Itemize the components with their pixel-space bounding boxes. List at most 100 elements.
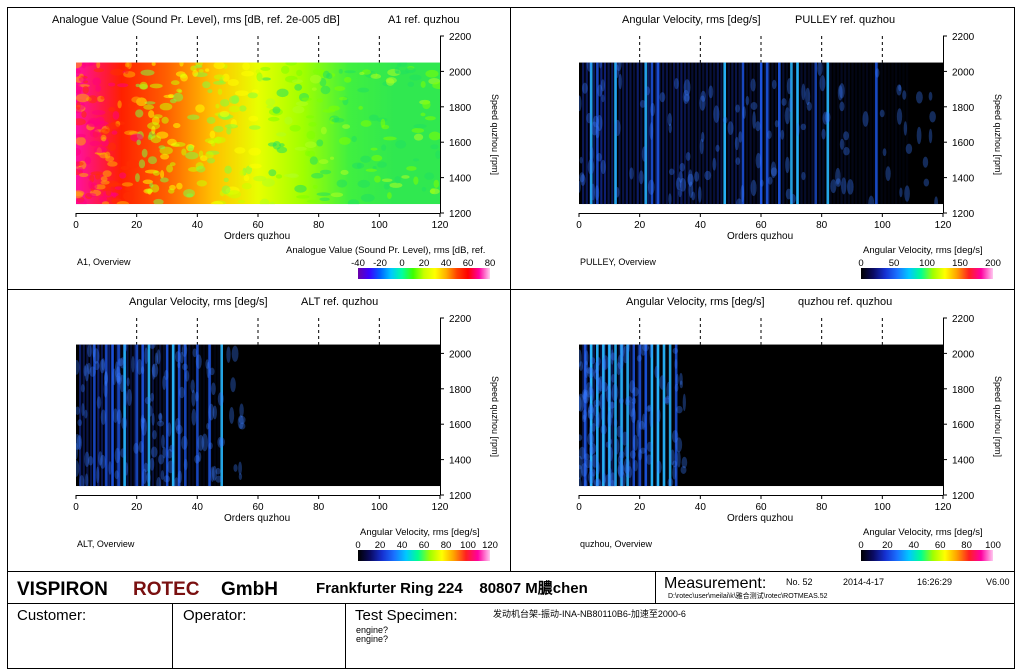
heatmap-cell [81, 62, 86, 69]
heatmap-cell [902, 90, 907, 100]
heatmap-cell [829, 62, 832, 205]
company-gmbh: GmbH [221, 579, 278, 600]
heatmap-cell [108, 182, 122, 187]
heatmap-cell [253, 175, 267, 182]
heatmap-cell [640, 62, 643, 205]
order-line [196, 344, 199, 487]
heatmap-cell [745, 95, 750, 106]
heatmap-cell [647, 344, 650, 487]
order-line [135, 344, 139, 487]
heatmap-cell [610, 349, 614, 365]
heatmap-cell [140, 366, 145, 375]
colorbar-tick-label: 80 [961, 540, 972, 551]
heatmap-cell [160, 153, 170, 160]
company-rotec: ROTEC [133, 579, 200, 600]
heatmap-cell [175, 424, 183, 435]
heatmap-cell [319, 169, 332, 175]
heatmap-cell [609, 472, 616, 487]
heatmap-cell [309, 74, 322, 84]
heatmap-cell [212, 405, 218, 420]
heatmap-cell [181, 148, 187, 156]
heatmap-cell [836, 62, 840, 205]
heatmap-cell [269, 201, 276, 205]
colorbar-tick-label: 40 [397, 540, 408, 551]
heatmap-cell [656, 408, 661, 423]
heatmap-cell [92, 348, 100, 364]
order-line [620, 344, 623, 487]
heatmap-cell [182, 363, 188, 371]
heatmap-cell [771, 62, 774, 205]
heatmap-cell [176, 182, 183, 190]
heatmap-cell [191, 389, 196, 407]
heatmap-cell [209, 130, 216, 139]
heatmap-cell [316, 139, 324, 147]
heatmap-cell [351, 135, 357, 143]
heatmap-cell [206, 157, 216, 164]
heatmap-cell [76, 434, 81, 450]
heatmap-cell [855, 62, 858, 205]
heatmap-cell [100, 134, 107, 142]
heatmap-cell [587, 403, 595, 421]
heatmap-cell [138, 440, 144, 453]
heatmap-cell [603, 62, 607, 205]
heatmap-cell [126, 344, 129, 487]
heatmap-cell [168, 188, 175, 194]
heatmap-cell [767, 130, 772, 139]
heatmap-cell [223, 177, 229, 183]
order-line [614, 344, 617, 487]
colorbar-tick-label: 80 [485, 258, 496, 269]
heatmap-cell [800, 62, 803, 205]
heatmap-cell [412, 158, 420, 162]
heatmap-cell [767, 62, 770, 205]
heatmap-cell [647, 179, 655, 195]
heatmap-cell [172, 122, 181, 129]
heatmap-cell [880, 62, 883, 205]
heatmap-cell [343, 76, 352, 83]
heatmap-cell [811, 62, 814, 205]
heatmap-cell [833, 62, 836, 205]
heatmap-cell [237, 415, 244, 429]
heatmap-cell [140, 69, 155, 76]
heatmap-cell [785, 188, 792, 200]
heatmap-cell [115, 366, 121, 383]
y-tick-label: 2000 [952, 349, 975, 360]
heatmap-cell [152, 429, 157, 440]
heatmap-cell [413, 176, 419, 185]
heatmap-cell [383, 183, 390, 190]
heatmap-cell [152, 170, 160, 176]
heatmap-cell [231, 94, 240, 104]
heatmap-cell [668, 193, 672, 205]
heatmap-cell [248, 163, 262, 169]
heatmap-cell [839, 83, 845, 99]
heatmap-cell [895, 62, 898, 205]
heatmap-cell [646, 454, 652, 465]
heatmap-cell [173, 92, 184, 102]
heatmap-cell [114, 186, 123, 190]
heatmap-cell [625, 398, 631, 406]
heatmap-cell [702, 62, 705, 205]
order-line [589, 344, 593, 487]
heatmap-cell [611, 344, 614, 487]
order-line [778, 62, 781, 205]
heatmap-cell [607, 410, 613, 428]
heatmap-cell [76, 118, 86, 126]
heatmap-cell [622, 62, 625, 205]
heatmap-cell [342, 124, 351, 129]
heatmap-cell [76, 443, 78, 460]
heatmap-cell [636, 355, 642, 362]
heatmap-cell [100, 96, 105, 100]
heatmap-cell [76, 147, 82, 156]
engine-note-1: engine? [356, 625, 388, 635]
heatmap-cell [599, 394, 605, 410]
heatmap-cell [334, 86, 346, 91]
heatmap-cell [843, 147, 850, 156]
heatmap-cell [830, 179, 837, 194]
y-tick-label: 1200 [952, 209, 975, 220]
heatmap-cell [734, 62, 738, 205]
colorbar [861, 550, 993, 561]
heatmap-cell [385, 77, 397, 84]
heatmap-cell [112, 408, 118, 423]
heatmap-cell [167, 448, 173, 459]
heatmap-cell [625, 396, 633, 403]
